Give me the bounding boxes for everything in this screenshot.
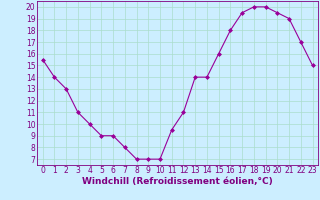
X-axis label: Windchill (Refroidissement éolien,°C): Windchill (Refroidissement éolien,°C) xyxy=(82,177,273,186)
